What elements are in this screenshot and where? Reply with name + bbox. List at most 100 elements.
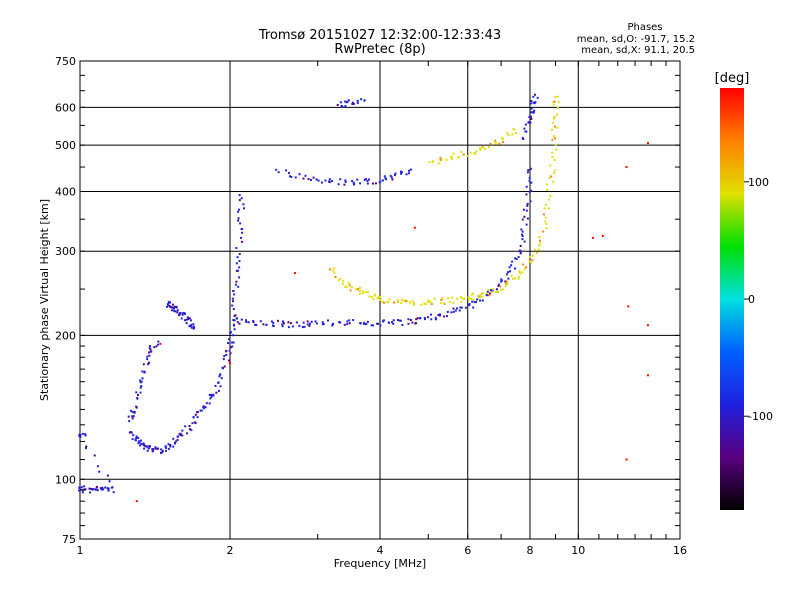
data-point (200, 409, 203, 412)
data-point (507, 277, 510, 280)
data-point (130, 431, 133, 434)
data-point (172, 437, 175, 440)
data-point (524, 123, 527, 126)
data-point (232, 319, 235, 322)
data-point (228, 338, 231, 341)
data-point (500, 278, 503, 281)
data-point (553, 172, 556, 175)
data-point (100, 488, 103, 491)
data-point (390, 176, 393, 179)
data-point (442, 315, 445, 318)
data-point (456, 307, 459, 310)
data-point (549, 194, 552, 197)
data-point (106, 474, 109, 477)
data-point (146, 449, 149, 452)
data-point (148, 344, 151, 347)
data-point (400, 301, 403, 304)
x-tick-label: 10 (571, 544, 585, 557)
data-point (356, 101, 359, 104)
data-point (337, 279, 340, 282)
data-point (170, 306, 173, 309)
data-point (550, 175, 553, 178)
data-point (174, 310, 177, 313)
data-point (237, 285, 240, 288)
data-point (511, 260, 514, 263)
data-point (478, 296, 481, 299)
data-point (379, 299, 382, 302)
data-point (247, 321, 250, 324)
data-point (288, 171, 291, 174)
data-point (537, 248, 540, 251)
data-point (112, 491, 115, 494)
data-point (522, 208, 525, 211)
data-point (391, 178, 394, 181)
data-point (538, 236, 541, 239)
data-point (237, 219, 240, 222)
data-point (460, 150, 463, 153)
data-point (222, 358, 225, 361)
data-point (146, 355, 149, 358)
data-point (173, 310, 176, 313)
data-point (288, 175, 291, 178)
data-point (519, 252, 522, 255)
data-point (445, 158, 448, 161)
data-point (277, 171, 280, 174)
data-point (518, 270, 521, 273)
data-point (529, 200, 532, 203)
x-axis-ticks: 1 2 4 6 8 10 16 (77, 61, 687, 557)
data-point (188, 424, 191, 427)
data-point (191, 422, 194, 425)
x-tick-label: 16 (673, 544, 687, 557)
data-point (84, 447, 87, 450)
data-point (475, 150, 478, 153)
data-point (237, 269, 240, 272)
data-point (204, 406, 207, 409)
data-point (294, 176, 297, 179)
data-point (343, 183, 346, 186)
data-point (346, 320, 349, 323)
data-point (238, 208, 241, 211)
data-point (517, 256, 520, 259)
data-point (306, 323, 309, 326)
data-point (173, 307, 176, 310)
data-point (370, 296, 373, 299)
data-point (83, 485, 86, 488)
data-point (441, 297, 444, 300)
data-point (515, 258, 518, 261)
data-point (151, 448, 154, 451)
data-point (88, 487, 91, 490)
data-point (78, 433, 81, 436)
x-tick-label: 2 (227, 544, 234, 557)
data-point (349, 289, 352, 292)
data-point (500, 279, 503, 282)
data-point (135, 435, 138, 438)
data-point (262, 323, 265, 326)
data-point (450, 156, 453, 159)
data-point (254, 323, 257, 326)
data-point (514, 131, 517, 134)
data-point (184, 425, 187, 428)
data-point (231, 345, 234, 348)
data-point (190, 429, 193, 432)
data-point (371, 182, 374, 185)
data-point (232, 341, 235, 344)
data-point (346, 323, 349, 326)
data-point (427, 316, 430, 319)
data-point (165, 305, 168, 308)
data-point (328, 268, 331, 271)
data-point (362, 322, 365, 325)
data-point (348, 319, 351, 322)
data-point (147, 363, 150, 366)
data-point (310, 178, 313, 181)
data-point (392, 322, 395, 325)
data-point (287, 326, 290, 329)
data-point (347, 99, 350, 102)
data-point (223, 354, 226, 357)
data-point (499, 285, 502, 288)
data-point (407, 318, 410, 321)
data-point (164, 445, 167, 448)
data-point (555, 113, 558, 116)
data-point (237, 217, 240, 220)
data-point (355, 288, 358, 291)
data-point (383, 175, 386, 178)
